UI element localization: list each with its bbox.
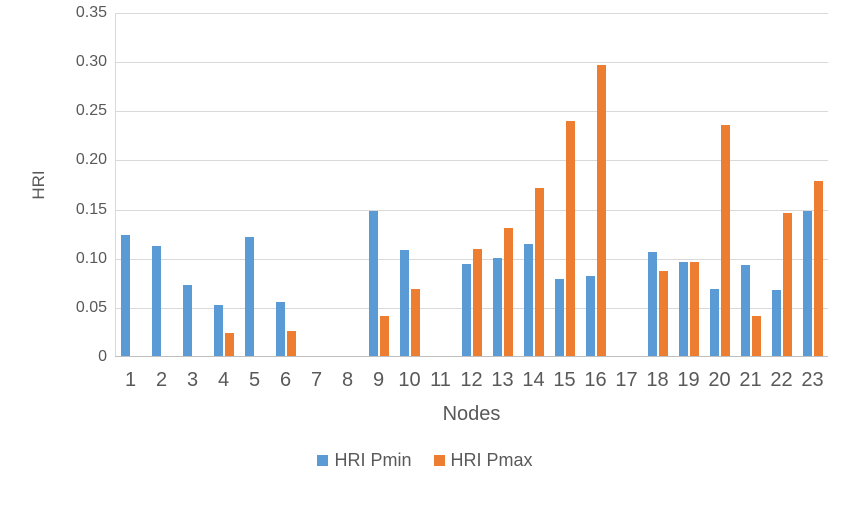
bar-hri-pmin-node-20 bbox=[709, 289, 719, 356]
y-axis-line bbox=[115, 13, 116, 357]
bar-hri-pmin-node-9 bbox=[368, 210, 378, 356]
bar-hri-pmin-node-15 bbox=[554, 279, 564, 356]
y-tick-label: 0.15 bbox=[75, 200, 107, 218]
x-tick-label: 5 bbox=[248, 369, 261, 391]
y-tick-label: 0 bbox=[98, 348, 107, 365]
bar-hri-pmax-node-6 bbox=[286, 331, 296, 356]
legend-item-hri-pmin: HRI Pmin bbox=[317, 450, 412, 471]
x-tick-label: 11 bbox=[430, 369, 451, 391]
y-tick-label: 0.20 bbox=[75, 151, 107, 169]
bar-hri-pmin-node-18 bbox=[647, 251, 657, 356]
bar-hri-pmax-node-9 bbox=[379, 315, 389, 356]
y-tick-label: 0.35 bbox=[75, 4, 107, 21]
x-tick-label: 14 bbox=[522, 369, 545, 391]
x-tick-label: 3 bbox=[186, 369, 199, 391]
bar-hri-pmax-node-19 bbox=[689, 261, 699, 356]
bar-hri-pmax-node-15 bbox=[565, 121, 575, 356]
legend: HRI Pmin HRI Pmax bbox=[0, 450, 850, 471]
x-axis-title: Nodes bbox=[442, 403, 501, 425]
bar-hri-pmin-node-22 bbox=[771, 290, 781, 356]
legend-label-hri-pmax: HRI Pmax bbox=[450, 450, 533, 470]
bar-hri-pmin-node-3 bbox=[182, 285, 192, 356]
gridline bbox=[115, 160, 828, 162]
bar-hri-pmin-node-4 bbox=[213, 304, 223, 356]
x-tick-label: 22 bbox=[770, 369, 793, 391]
bar-hri-pmax-node-14 bbox=[534, 187, 544, 356]
x-tick-label: 2 bbox=[155, 369, 168, 391]
plot-area bbox=[115, 13, 828, 357]
bar-hri-pmin-node-14 bbox=[523, 243, 533, 356]
bar-hri-pmin-node-1 bbox=[120, 235, 130, 356]
x-tick-label: 12 bbox=[460, 369, 483, 391]
y-tick-label: 0.30 bbox=[75, 53, 107, 71]
legend-marker-hri-pmax bbox=[433, 455, 445, 466]
legend-item-hri-pmax: HRI Pmax bbox=[433, 450, 533, 471]
x-tick-label: 13 bbox=[491, 369, 514, 391]
x-tick-label: 21 bbox=[739, 369, 762, 391]
bar-hri-pmin-node-19 bbox=[678, 261, 688, 356]
bar-hri-pmax-node-18 bbox=[658, 270, 668, 356]
x-tick-label: 8 bbox=[341, 369, 354, 391]
x-tick-label: 23 bbox=[801, 369, 824, 391]
bar-hri-pmax-node-22 bbox=[782, 212, 792, 356]
x-tick-label: 15 bbox=[553, 369, 576, 391]
x-tick-label: 17 bbox=[615, 369, 638, 391]
bar-hri-pmax-node-4 bbox=[224, 333, 234, 356]
bar-hri-pmin-node-2 bbox=[151, 245, 161, 356]
y-axis-title: HRI bbox=[29, 170, 48, 200]
gridline bbox=[115, 209, 828, 211]
bar-hri-pmax-node-10 bbox=[410, 289, 420, 356]
bar-hri-pmax-node-16 bbox=[596, 65, 606, 356]
x-tick-label: 4 bbox=[217, 369, 230, 391]
bar-hri-pmin-node-5 bbox=[244, 237, 254, 356]
x-tick-label: 20 bbox=[708, 369, 731, 391]
y-tick-label: 0.25 bbox=[75, 102, 107, 120]
y-tick-label: 0.10 bbox=[75, 249, 107, 267]
bar-hri-pmin-node-10 bbox=[399, 249, 409, 356]
bar-hri-pmax-node-12 bbox=[472, 248, 482, 356]
x-tick-label: 7 bbox=[310, 369, 323, 391]
bar-hri-pmax-node-23 bbox=[813, 181, 823, 356]
x-tick-label: 10 bbox=[398, 369, 421, 391]
bar-hri-pmax-node-13 bbox=[503, 228, 513, 356]
x-tick-label: 1 bbox=[124, 369, 137, 391]
x-axis-line bbox=[115, 356, 828, 357]
y-tick-label: 0.05 bbox=[75, 298, 107, 316]
gridline bbox=[115, 258, 828, 260]
bar-hri-pmin-node-16 bbox=[585, 276, 595, 356]
x-tick-label: 16 bbox=[584, 369, 607, 391]
legend-marker-hri-pmin bbox=[317, 455, 329, 466]
x-tick-label: 6 bbox=[279, 369, 292, 391]
gridline bbox=[115, 13, 828, 14]
gridline bbox=[115, 62, 828, 64]
bar-hri-pmax-node-20 bbox=[720, 125, 730, 356]
x-tick-label: 9 bbox=[372, 369, 385, 391]
gridline bbox=[115, 307, 828, 309]
bar-hri-pmin-node-13 bbox=[492, 257, 502, 356]
x-tick-label: 19 bbox=[677, 369, 700, 391]
legend-label-hri-pmin: HRI Pmin bbox=[334, 450, 412, 470]
bar-hri-pmin-node-6 bbox=[275, 301, 285, 356]
bar-hri-pmin-node-21 bbox=[740, 264, 750, 356]
bar-hri-pmax-node-21 bbox=[751, 315, 761, 356]
bar-hri-pmin-node-12 bbox=[461, 263, 471, 356]
bar-hri-pmin-node-23 bbox=[802, 210, 812, 356]
x-tick-label: 18 bbox=[646, 369, 669, 391]
gridline bbox=[115, 111, 828, 113]
